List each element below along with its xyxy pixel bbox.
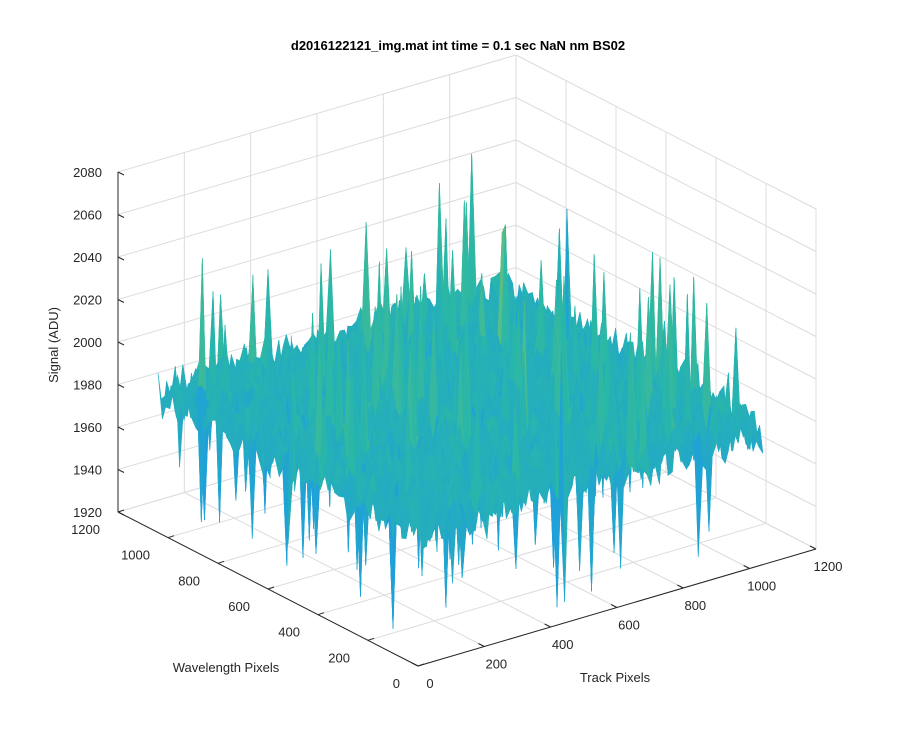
grid-line [267,471,667,590]
grid-line [317,497,717,616]
grid-line [117,97,517,215]
grid-line [367,522,767,641]
grid-line [117,182,517,300]
grid-line [117,139,517,258]
grid-line [515,182,817,337]
surface-patch [157,372,166,419]
grid-line [515,139,817,295]
grid-line [117,224,517,343]
grid-line [117,267,517,385]
surface-plot [157,153,764,629]
grid-line [515,54,817,210]
grid-line [117,54,517,173]
grid-line [515,97,817,252]
